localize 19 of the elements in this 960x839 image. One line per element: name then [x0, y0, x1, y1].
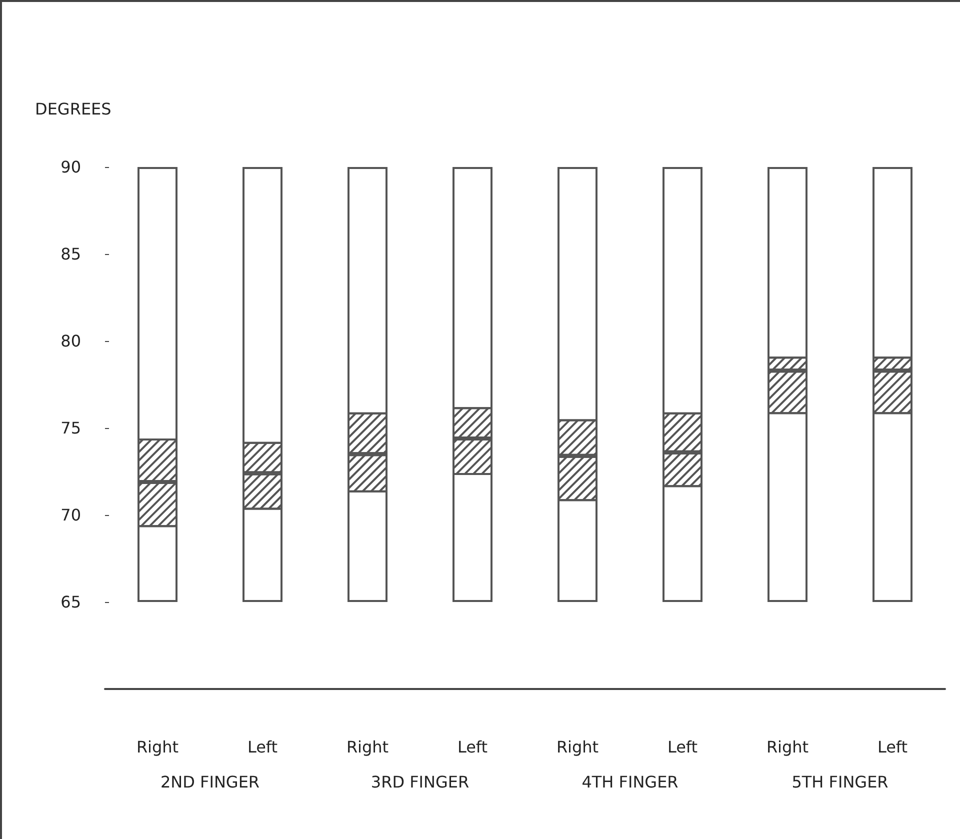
y-tick-label: 85	[60, 244, 81, 264]
x-tick-label: Left	[457, 738, 488, 756]
x-tick-label: Right	[136, 738, 179, 756]
x-tick-label: Left	[247, 738, 278, 756]
text: 5TH FINGER	[792, 772, 888, 792]
y-tick-label: 75	[60, 418, 81, 438]
x-tick-label: Right	[346, 738, 389, 756]
text: 3RD FINGER	[370, 772, 470, 792]
y-tick-label: 80	[60, 332, 81, 350]
x-tick-label: Right	[766, 738, 809, 756]
x-tick-label: Left	[877, 738, 908, 756]
y-axis-title: DEGREES	[35, 100, 112, 118]
y-tick-label: 70	[60, 506, 81, 524]
y-tick-label: 90	[60, 158, 81, 176]
text: 2ND FINGER	[160, 772, 260, 792]
text: 4TH FINGER	[582, 772, 678, 792]
x-tick-label: Left	[667, 738, 698, 756]
y-tick-label: 65	[60, 592, 81, 612]
x-tick-label: Right	[556, 738, 599, 756]
